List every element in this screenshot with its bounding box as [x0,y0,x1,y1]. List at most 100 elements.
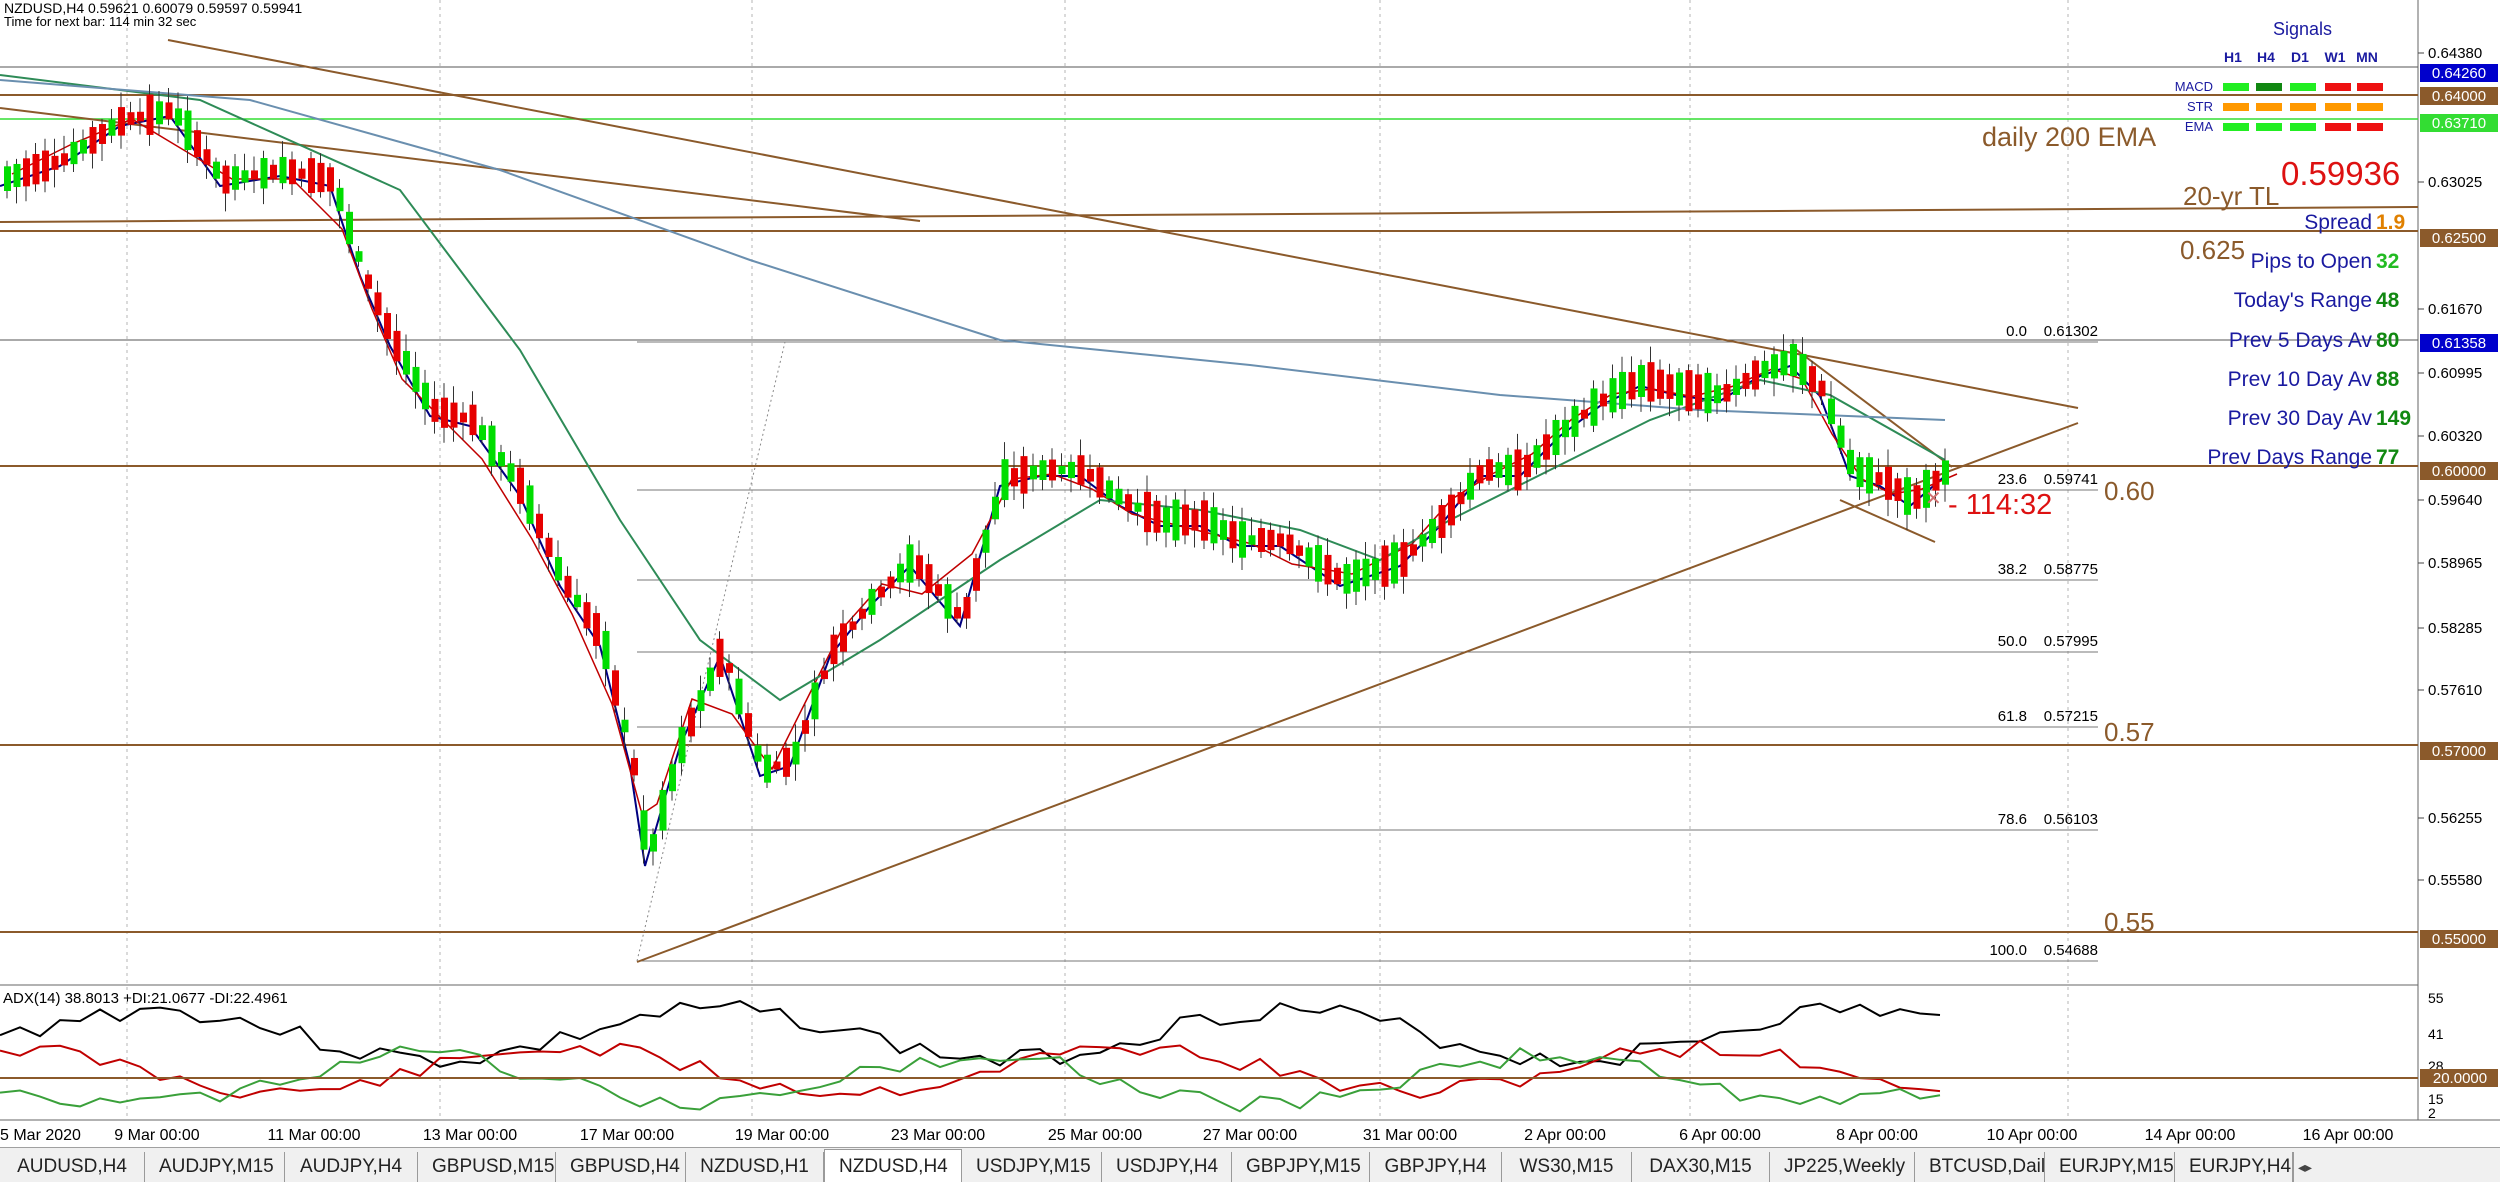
stat-label: Prev 10 Day Av [2228,368,2373,391]
current-price-big: 0.59936 [2281,155,2400,192]
adx-tick-label: 41 [2428,1026,2444,1042]
signal-indicator [2290,103,2316,111]
chart-tab-jp225-weekly[interactable]: JP225,Weekly [1770,1152,1915,1182]
level-060-label: 0.60 [2104,476,2155,506]
price-marker-value: 0.55000 [2432,931,2486,948]
signal-indicator [2223,83,2249,91]
stat-value: 77 [2376,446,2399,469]
time-tick-label: 27 Mar 00:00 [1203,1127,1297,1144]
signal-row-label: MACD [2175,79,2213,94]
signal-indicator [2256,103,2282,111]
horizontal-levels [0,66,2418,933]
price-tick-label: 0.58285 [2428,620,2482,637]
price-marker-box [2420,742,2498,760]
price-marker-value: 0.63710 [2432,115,2486,132]
stat-value: 1.9 [2376,211,2405,234]
chart-header-symbol: NZDUSD,H4 0.59621 0.60079 0.59597 0.5994… [4,0,302,16]
price-tick-label: 0.58965 [2428,555,2482,572]
level-055-label: 0.55 [2104,907,2155,937]
chart-tab-eurjpy-h4[interactable]: EURJPY,H4 [2175,1152,2293,1182]
stat-value: 149 [2376,407,2411,430]
fib-price-label: 0.57995 [2044,633,2098,650]
fib-price-label: 0.58775 [2044,561,2098,578]
price-tick-label: 0.60320 [2428,428,2482,445]
price-marker-box [2420,930,2498,948]
signal-indicator [2256,123,2282,131]
fib-price-label: 0.56103 [2044,811,2098,828]
time-tick-label: 2 Apr 00:00 [1524,1127,1606,1144]
chart-tab-audjpy-h4[interactable]: AUDJPY,H4 [285,1152,418,1182]
adx-tick-label: 55 [2428,990,2444,1006]
signal-indicator [2325,123,2351,131]
chart-tab-nzdusd-h1[interactable]: NZDUSD,H1 [686,1152,824,1182]
adx-marker [2420,1069,2498,1087]
level-057-label: 0.57 [2104,717,2155,747]
time-axis: 5 Mar 2020 9 Mar 00:00 11 Mar 00:00 13 Mar … [0,1127,2393,1144]
price-chart[interactable]: NZDUSD,H4 0.59621 0.60079 0.59597 0.5994… [0,0,2500,1146]
fib-level-label: 23.6 [1998,471,2027,488]
time-tick-label: 9 Mar 00:00 [114,1127,199,1144]
time-tick-label: 13 Mar 00:00 [423,1127,517,1144]
chart-tab-usdjpy-h4[interactable]: USDJPY,H4 [1102,1152,1232,1182]
price-marker-value: 0.64260 [2432,65,2486,82]
fib-price-label: 0.54688 [2044,942,2098,959]
chart-tab-audusd-h4[interactable]: AUDUSD,H4 [0,1152,145,1182]
adx-label: ADX(14) 38.8013 +DI:21.0677 -DI:22.4961 [3,990,288,1007]
bar-countdown: - 114:32 [1948,489,2052,521]
price-tick-label: 0.64380 [2428,45,2482,62]
candlesticks [4,84,1949,866]
tab-scroll-arrows-icon[interactable]: ◂▸ [2293,1152,2316,1182]
time-tick-label: 31 Mar 00:00 [1363,1127,1457,1144]
signal-indicator [2325,83,2351,91]
fib-level-label: 50.0 [1998,633,2027,650]
price-tick-label: 0.55580 [2428,872,2482,889]
twenty-yr-tl-label: 20-yr TL [2183,181,2279,211]
signal-indicator [2223,123,2249,131]
chart-tab-usdjpy-m15[interactable]: USDJPY,M15 [962,1152,1102,1182]
adx-tick-label: 15 [2428,1091,2444,1107]
time-tick-label: 25 Mar 00:00 [1048,1127,1142,1144]
time-tick-label: 14 Apr 00:00 [2145,1127,2236,1144]
chart-tab-btcusd-daily[interactable]: BTCUSD,Daily [1915,1152,2055,1182]
signals-panel: Signals H1 H4 D1 W1 MN MACD STR EMA [2175,19,2383,134]
chart-tab-ws30-m15[interactable]: WS30,M15 [1502,1152,1632,1182]
adx-marker-value: 20.0000 [2433,1070,2487,1087]
stat-value: 48 [2376,289,2400,312]
signal-timeframe: MN [2356,49,2378,65]
adx-indicator [0,1000,1941,1113]
price-marker-value: 0.64000 [2432,88,2486,105]
fibonacci-lines [636,341,2098,962]
stat-label: Prev Days Range [2207,446,2372,469]
price-marker-value: 0.61358 [2432,335,2486,352]
chart-tab-gbpusd-m15[interactable]: GBPUSD,M15 [418,1152,556,1182]
time-tick-label: 16 Apr 00:00 [2303,1127,2394,1144]
chart-tab-dax30-m15[interactable]: DAX30,M15 [1632,1152,1770,1182]
chart-tab-eurjpy-m15[interactable]: EURJPY,M15 [2045,1152,2175,1182]
signal-timeframe: D1 [2291,49,2309,65]
chart-tab-gbpusd-h4[interactable]: GBPUSD,H4 [556,1152,686,1182]
stat-label: Today's Range [2234,289,2372,312]
time-tick-label: 5 Mar 2020 [0,1127,81,1144]
chart-tab-gbpjpy-h4[interactable]: GBPJPY,H4 [1370,1152,1502,1182]
fib-price-label: 0.61302 [2044,323,2098,340]
stat-label: Pips to Open [2251,250,2372,273]
fib-price-label: 0.59741 [2044,471,2098,488]
price-tick-label: 0.61670 [2428,301,2482,318]
daily-200-ema-label: daily 200 EMA [1982,122,2156,152]
chart-tab-audjpy-m15[interactable]: AUDJPY,M15 [145,1152,285,1182]
price-tick-label: 0.63025 [2428,174,2482,191]
price-marker-box [2420,229,2498,247]
price-tick-label: 0.59640 [2428,492,2482,509]
price-marker-box [2420,64,2498,82]
price-tick-label: 0.56255 [2428,810,2482,827]
price-marker-value: 0.62500 [2432,230,2486,247]
time-tick-label: 17 Mar 00:00 [580,1127,674,1144]
price-markers: 0.64260 0.64000 0.63710 0.62500 0.61358 0.600… [2420,64,2498,948]
chart-tab-gbpjpy-m15[interactable]: GBPJPY,M15 [1232,1152,1370,1182]
trendlines [0,39,2419,963]
fib-level-label: 38.2 [1998,561,2027,578]
signal-timeframe: H4 [2257,49,2275,65]
chart-tab-nzdusd-h4[interactable]: NZDUSD,H4 [824,1149,962,1182]
signal-timeframe: W1 [2325,49,2346,65]
crosshair-icon: ✕ [1925,488,1942,510]
